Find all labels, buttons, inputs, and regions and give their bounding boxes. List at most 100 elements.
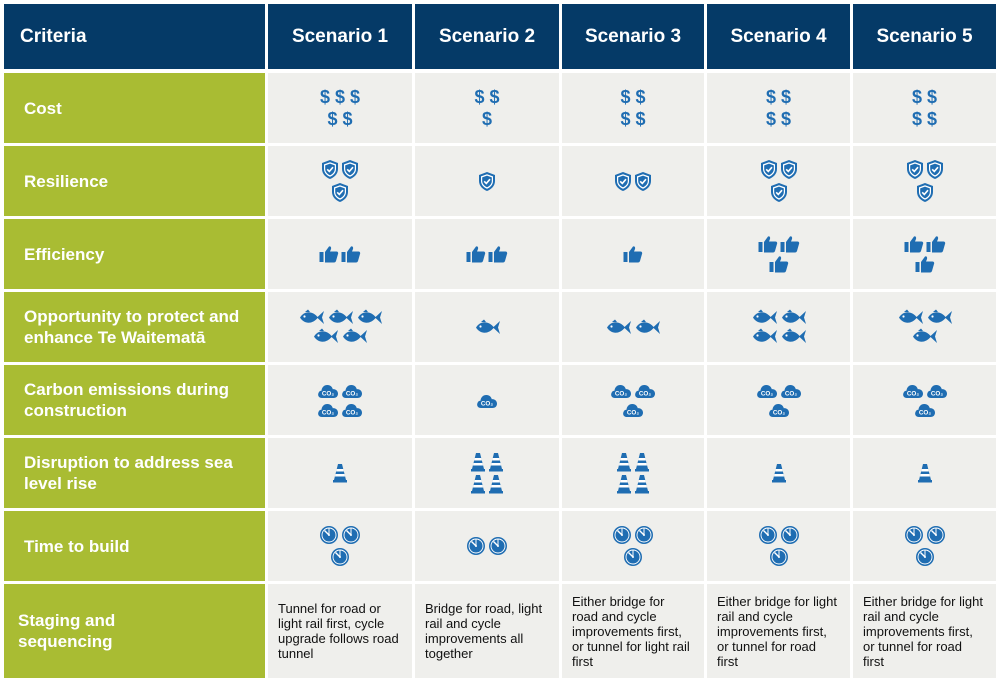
dollar-icon: $: [334, 87, 345, 107]
rating-cell: [268, 511, 412, 581]
shield-check-icon: [906, 159, 924, 180]
dollar-icon: $: [911, 109, 922, 129]
criteria-label: Disruption to address sea level rise: [4, 438, 265, 508]
fish-icon: [780, 309, 807, 326]
svg-text:CO₂: CO₂: [481, 400, 493, 407]
clock-icon: [915, 547, 935, 567]
svg-text:CO₂: CO₂: [918, 410, 930, 417]
rating-cell: [415, 438, 559, 508]
rating-cell: [562, 511, 704, 581]
criteria-label: Carbon emissions during construction: [4, 365, 265, 435]
shield-check-icon: [614, 171, 632, 192]
co2-cloud-icon: CO₂: [780, 382, 802, 399]
criteria-label-staging: Staging and sequencing: [4, 584, 265, 678]
shield-check-icon: [916, 182, 934, 203]
rating-icons: [612, 525, 654, 567]
dollar-icon: $: [327, 109, 338, 129]
traffic-cone-icon: [616, 474, 632, 494]
rating-icons: [906, 159, 944, 203]
rating-cell: [415, 219, 559, 289]
svg-text:CO₂: CO₂: [615, 391, 627, 398]
criteria-label: Efficiency: [4, 219, 265, 289]
rating-cell: CO₂ CO₂ CO₂ CO₂: [268, 365, 412, 435]
rating-cell: [562, 438, 704, 508]
staging-cell: Either bridge for light rail and cycle i…: [707, 584, 850, 678]
traffic-cone-icon: [634, 452, 650, 472]
co2-cloud-icon: CO₂: [756, 382, 778, 399]
fish-icon: [911, 328, 938, 345]
rating-icons: [319, 525, 361, 567]
rating-cell: $ $ $ $ $: [268, 73, 412, 143]
rating-cell: [707, 292, 850, 362]
rating-cell: [415, 511, 559, 581]
co2-cloud-icon: CO₂: [902, 382, 924, 399]
thumbs-up-icon: [488, 245, 508, 263]
rating-cell: [707, 146, 850, 216]
shield-check-icon: [770, 182, 788, 203]
thumbs-up-icon: [466, 245, 486, 263]
thumbs-up-icon: [926, 235, 946, 253]
thumbs-up-icon: [319, 245, 339, 263]
dollar-icon: $: [620, 87, 631, 107]
rating-icons: CO₂ CO₂ CO₂: [756, 382, 802, 418]
fish-icon: [356, 309, 383, 326]
header-scenario-5: Scenario 5: [853, 4, 996, 69]
co2-cloud-icon: CO₂: [476, 392, 498, 409]
rating-icons: [616, 452, 650, 494]
dollar-icon: $: [911, 87, 922, 107]
thumbs-up-icon: [904, 235, 924, 253]
rating-icons: [758, 525, 800, 567]
header-scenario-3: Scenario 3: [562, 4, 704, 69]
rating-cell: [707, 219, 850, 289]
co2-cloud-icon: CO₂: [610, 382, 632, 399]
criteria-label: Opportunity to protect and enhance Te Wa…: [4, 292, 265, 362]
rating-icons: [917, 463, 933, 483]
fish-icon: [298, 309, 325, 326]
svg-text:CO₂: CO₂: [346, 410, 358, 417]
shield-check-icon: [760, 159, 778, 180]
staging-text: Either bridge for road and cycle improve…: [572, 593, 690, 669]
rating-cell: $ $ $ $: [707, 73, 850, 143]
rating-cell: CO₂ CO₂ CO₂: [562, 365, 704, 435]
svg-text:CO₂: CO₂: [930, 391, 942, 398]
rating-icons: [623, 245, 643, 263]
svg-text:CO₂: CO₂: [322, 410, 334, 417]
shield-check-icon: [321, 159, 339, 180]
co2-cloud-icon: CO₂: [317, 382, 339, 399]
clock-icon: [623, 547, 643, 567]
fish-icon: [926, 309, 953, 326]
clock-icon: [926, 525, 946, 545]
rating-icons: [478, 171, 496, 192]
shield-check-icon: [926, 159, 944, 180]
dollar-icon: $: [780, 87, 791, 107]
rating-icons: [904, 525, 946, 567]
shield-check-icon: [341, 159, 359, 180]
criteria-label: Time to build: [4, 511, 265, 581]
staging-cell: Either bridge for light rail and cycle i…: [853, 584, 996, 678]
rating-icons: [466, 245, 508, 263]
clock-icon: [758, 525, 778, 545]
fish-icon: [751, 328, 778, 345]
rating-cell: [268, 438, 412, 508]
dollar-icon: $: [765, 109, 776, 129]
rating-icons: [751, 309, 807, 345]
co2-cloud-icon: CO₂: [634, 382, 656, 399]
traffic-cone-icon: [616, 452, 632, 472]
svg-text:CO₂: CO₂: [346, 391, 358, 398]
staging-cell: Either bridge for road and cycle improve…: [562, 584, 704, 678]
rating-icons: [321, 159, 359, 203]
thumbs-up-icon: [623, 245, 643, 263]
staging-cell: Tunnel for road or light rail first, cyc…: [268, 584, 412, 678]
rating-icons: CO₂: [476, 392, 498, 409]
clock-icon: [769, 547, 789, 567]
svg-text:CO₂: CO₂: [784, 391, 796, 398]
clock-icon: [904, 525, 924, 545]
traffic-cone-icon: [470, 452, 486, 472]
rating-icons: [298, 309, 383, 345]
shield-check-icon: [780, 159, 798, 180]
thumbs-up-icon: [758, 235, 778, 253]
traffic-cone-icon: [470, 474, 486, 494]
svg-text:CO₂: CO₂: [906, 391, 918, 398]
rating-cell: [268, 219, 412, 289]
rating-icons: [758, 235, 800, 273]
